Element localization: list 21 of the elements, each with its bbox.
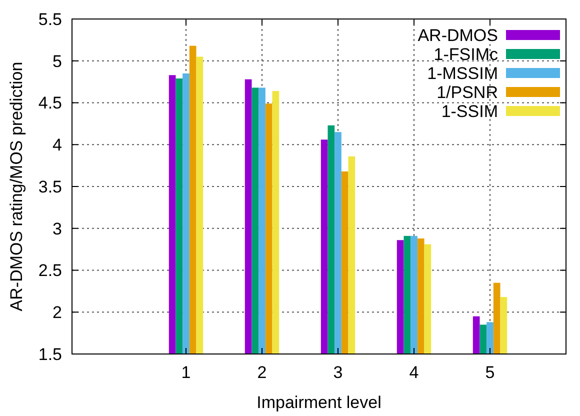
- legend-label: 1-SSIM: [441, 102, 498, 121]
- y-tick-label: 3: [52, 219, 62, 238]
- y-axis-title: AR-DMOS rating/MOS prediction: [7, 62, 26, 312]
- y-tick-label: 1.5: [38, 344, 62, 364]
- legend-label: 1-MSSIM: [427, 64, 498, 83]
- legend-label: 1-FSIMc: [434, 45, 498, 64]
- y-tick-label: 5.5: [38, 10, 62, 29]
- legend-label: AR-DMOS: [418, 26, 498, 45]
- legend-label: 1/PSNR: [436, 83, 498, 102]
- x-tick-label: 5: [485, 363, 495, 382]
- x-tick-label: 2: [257, 363, 267, 382]
- y-tick-label: 5: [52, 52, 62, 71]
- x-axis-title: Impairment level: [256, 393, 382, 412]
- y-tick-label: 2: [52, 303, 62, 322]
- x-tick-label: 4: [409, 363, 419, 382]
- x-tick-label: 3: [333, 363, 343, 382]
- y-tick-label: 3.5: [38, 177, 62, 196]
- y-tick-label: 2.5: [38, 261, 62, 280]
- y-tick-label: 4.5: [38, 94, 62, 113]
- x-tick-label: 1: [181, 363, 191, 382]
- y-tick-label: 4: [52, 136, 62, 155]
